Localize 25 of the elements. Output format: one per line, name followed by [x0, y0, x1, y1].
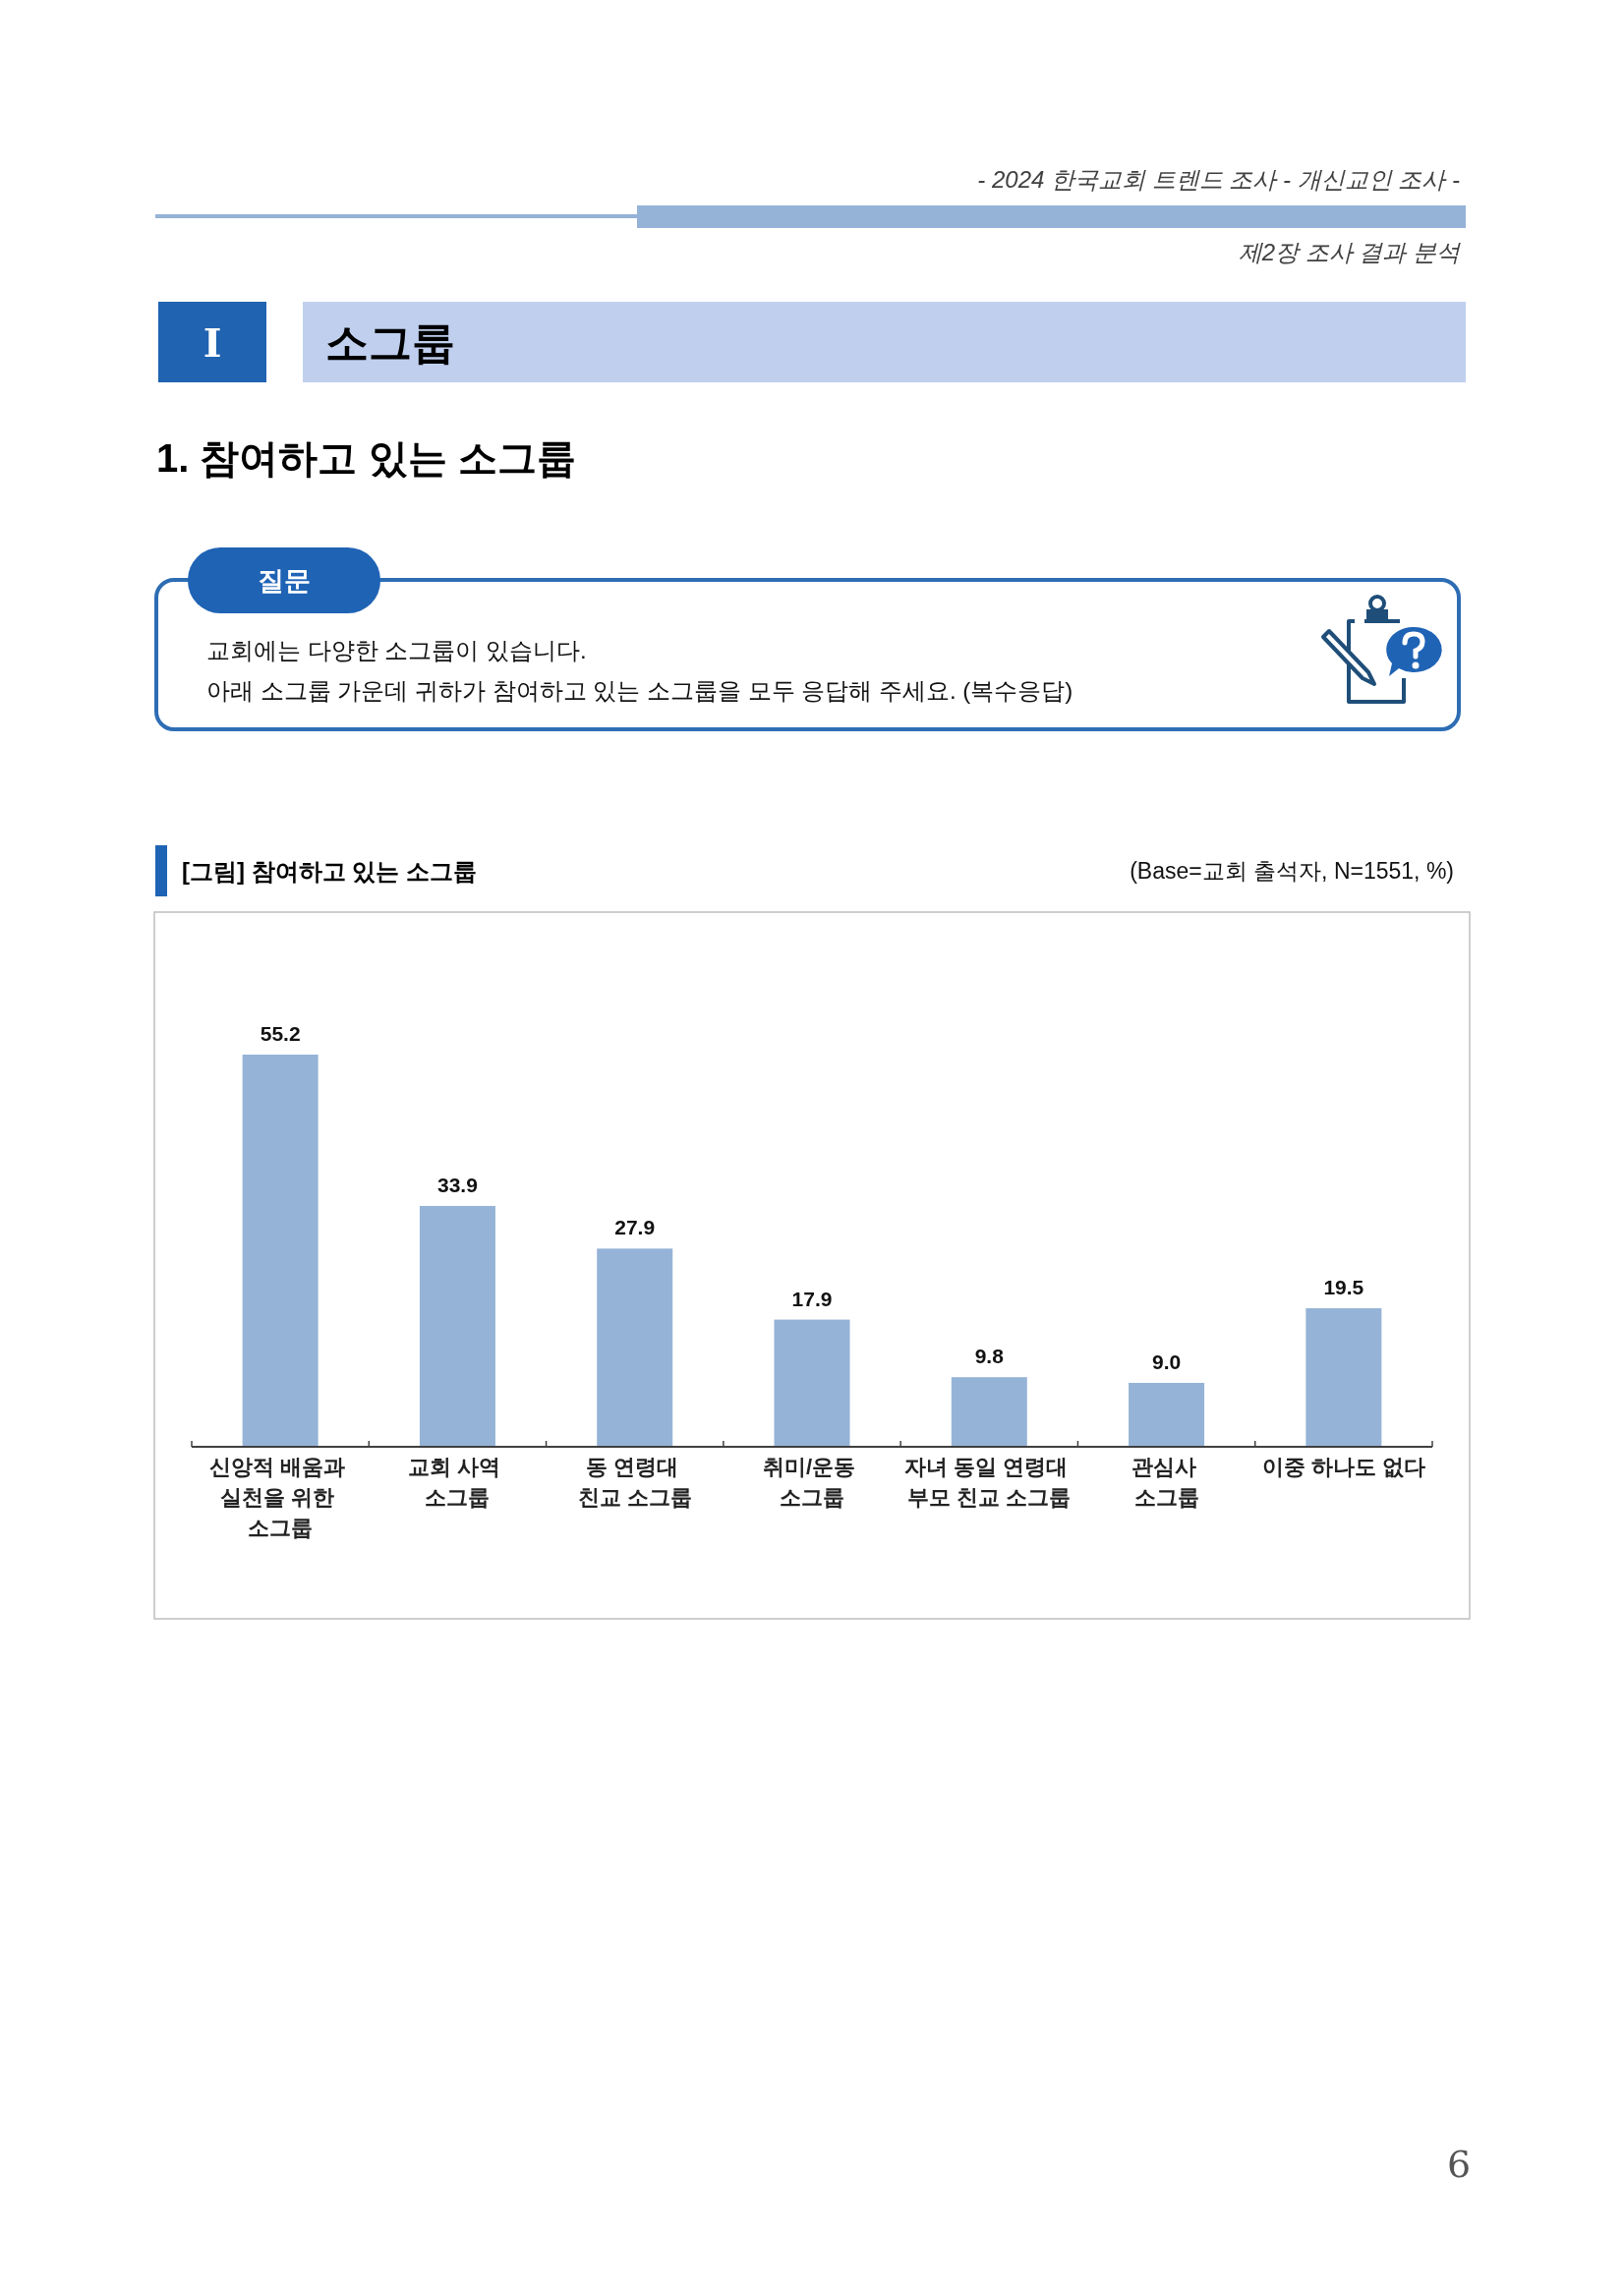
value-label: 27.9 [614, 1215, 656, 1238]
category-label: 자녀 동일 연령대 부모 친교 소그룹 [904, 1454, 1072, 1510]
annotation: - 2024 한국교회 트렌드 조사 - 개신교인 조사 - [977, 165, 1460, 193]
chart-title: [그림] 참여하고 있는 소그룹 [182, 857, 477, 885]
chart-subtitle: (Base=교회 출석자, N=1551, %) [1130, 858, 1454, 884]
value-label: 33.9 [437, 1173, 478, 1196]
annotation: 6 [1446, 2143, 1472, 2186]
category-label: 신앙적 배움과 실천을 위한 소그룹 [209, 1454, 346, 1540]
category-label: 이중 하나도 없다 [1261, 1454, 1425, 1479]
value-label: 55.2 [260, 1021, 301, 1045]
category-label: 동 연령대 친교 소그룹 [577, 1454, 692, 1510]
annotation: 아래 소그룹 가운데 귀하가 참여하고 있는 소그룹을 모두 응답해 주세요. (복수응답) [206, 676, 1073, 704]
value-label: 9.8 [974, 1344, 1004, 1367]
annotation: 제2장 조사 결과 분석 [1238, 238, 1460, 265]
annotation: 교회에는 다양한 소그룹이 있습니다. [206, 636, 587, 663]
annotation: I [203, 318, 222, 366]
annotation: 질문 [258, 566, 311, 596]
value-label: 17.9 [791, 1287, 833, 1310]
value-label: 9.0 [1151, 1349, 1182, 1373]
annotation: 1. 참여하고 있는 소그룹 [156, 436, 576, 480]
annotation: 소그룹 [325, 317, 455, 367]
value-label: 19.5 [1323, 1275, 1364, 1298]
category-label: 관심사 소그룹 [1131, 1454, 1199, 1510]
category-label: 취미/운동 소그룹 [762, 1454, 855, 1510]
category-label: 교회 사역 소그룹 [408, 1454, 501, 1510]
